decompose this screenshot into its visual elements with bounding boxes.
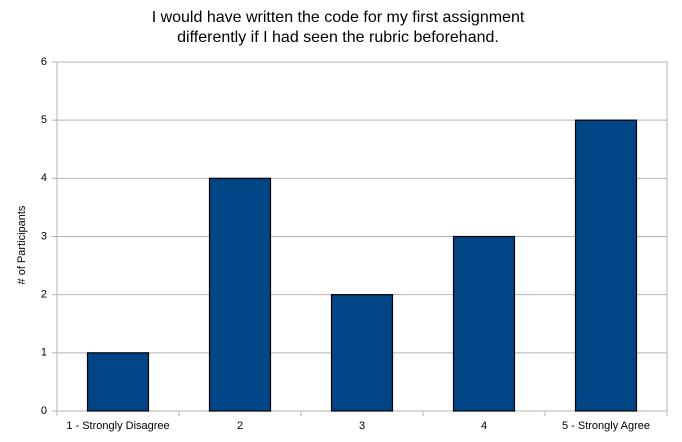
y-axis-label: # of Participants (16, 205, 28, 284)
x-tick-label: 1 - Strongly Disagree (66, 420, 169, 432)
bar (86, 352, 150, 412)
y-tick-label: 4 (41, 172, 47, 184)
x-tick-label: 2 (237, 420, 243, 432)
chart-title: differently if I had seen the rubric bef… (177, 29, 499, 46)
chart-title: I would have written the code for my fir… (152, 9, 525, 26)
y-tick-label: 6 (41, 56, 47, 68)
x-tick-label: 5 - Strongly Agree (562, 420, 650, 432)
x-tick-label: 3 (359, 420, 365, 432)
bar (574, 119, 638, 412)
y-tick-label: 0 (41, 405, 47, 417)
y-tick-label: 5 (41, 114, 47, 126)
x-tick-label: 4 (481, 420, 487, 432)
bar (208, 177, 272, 412)
bar (452, 235, 516, 412)
y-tick-label: 3 (41, 230, 47, 242)
bar (330, 294, 394, 412)
y-tick-label: 2 (41, 289, 47, 301)
y-tick-label: 1 (41, 347, 47, 359)
